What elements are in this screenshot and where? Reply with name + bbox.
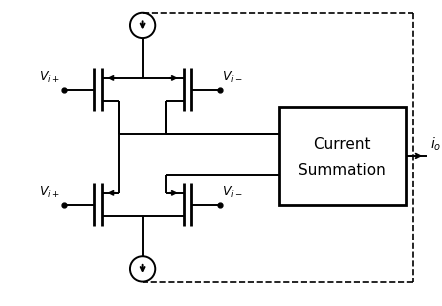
Text: $V_{i+}$: $V_{i+}$: [39, 70, 60, 85]
Bar: [279, 107, 406, 205]
Text: Summation: Summation: [298, 163, 386, 178]
Text: $V_{i-}$: $V_{i-}$: [222, 185, 244, 200]
Text: $V_{i-}$: $V_{i-}$: [222, 70, 244, 85]
Text: $V_{i+}$: $V_{i+}$: [39, 185, 60, 200]
Text: Current: Current: [313, 137, 371, 152]
Text: $i_o$: $i_o$: [430, 136, 441, 153]
